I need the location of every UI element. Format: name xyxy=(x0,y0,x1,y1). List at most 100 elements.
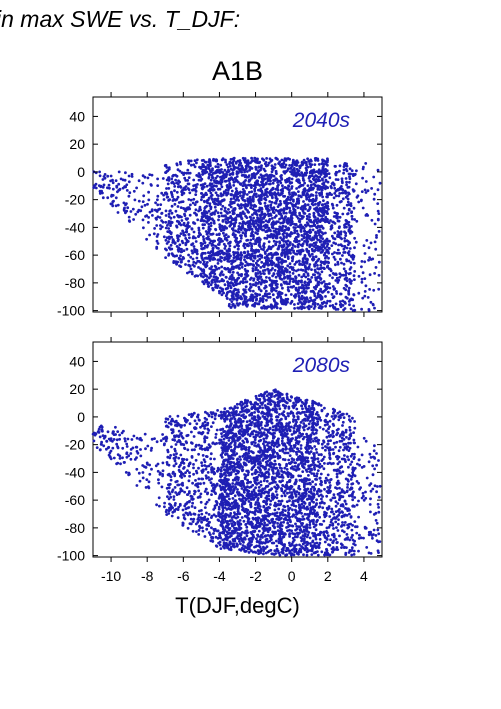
data-point xyxy=(280,302,284,306)
data-point xyxy=(187,253,191,257)
data-point xyxy=(361,271,365,275)
data-point xyxy=(159,203,163,207)
data-point xyxy=(275,240,278,244)
data-point xyxy=(263,281,266,284)
data-point xyxy=(167,212,171,216)
data-point xyxy=(316,224,320,228)
data-point xyxy=(243,242,247,246)
data-point xyxy=(193,264,196,268)
data-point xyxy=(205,184,209,188)
data-point xyxy=(268,182,271,186)
data-point xyxy=(186,506,190,510)
data-point xyxy=(117,182,121,186)
data-point xyxy=(155,217,158,221)
data-point xyxy=(231,168,235,172)
data-point xyxy=(130,438,134,441)
data-point xyxy=(167,252,171,256)
data-point xyxy=(209,539,213,543)
data-point xyxy=(324,178,328,182)
data-point xyxy=(156,203,160,207)
data-point xyxy=(305,197,309,201)
data-point xyxy=(226,286,230,290)
data-point xyxy=(110,194,113,198)
data-point xyxy=(286,187,290,191)
data-point xyxy=(201,162,205,166)
data-point xyxy=(343,163,346,166)
data-point xyxy=(291,280,295,283)
data-point xyxy=(198,431,201,435)
data-point xyxy=(176,195,180,199)
data-point xyxy=(168,198,172,202)
data-point xyxy=(236,293,240,297)
data-point xyxy=(211,421,215,425)
data-point xyxy=(310,276,314,279)
data-point xyxy=(268,157,272,161)
data-point xyxy=(344,302,347,305)
data-point xyxy=(199,482,202,486)
data-point xyxy=(227,177,231,181)
data-point xyxy=(178,214,182,218)
data-point xyxy=(289,167,292,170)
data-point xyxy=(177,456,181,460)
data-point xyxy=(244,285,248,289)
data-point xyxy=(225,297,229,300)
data-point xyxy=(106,430,110,434)
data-point xyxy=(167,167,171,171)
data-point xyxy=(312,298,316,302)
data-point xyxy=(279,277,282,281)
data-point xyxy=(270,221,274,225)
data-point xyxy=(195,256,199,260)
data-point xyxy=(344,167,348,171)
data-point xyxy=(326,205,330,209)
data-point xyxy=(311,228,315,232)
data-point xyxy=(229,197,233,201)
data-point xyxy=(277,246,281,249)
data-point xyxy=(303,203,307,207)
data-point xyxy=(256,229,260,233)
data-point xyxy=(280,164,284,168)
data-point xyxy=(239,228,243,232)
data-point xyxy=(352,293,356,297)
data-point xyxy=(361,167,365,171)
data-point xyxy=(240,217,244,221)
data-point xyxy=(98,190,102,194)
data-point xyxy=(220,251,224,255)
data-point xyxy=(276,274,280,277)
data-point xyxy=(302,227,306,230)
data-point xyxy=(103,173,107,176)
data-point xyxy=(173,474,177,478)
data-point xyxy=(218,258,222,261)
data-point xyxy=(95,446,99,449)
data-point xyxy=(219,163,223,167)
data-point xyxy=(195,252,199,256)
data-point xyxy=(228,160,232,164)
data-point xyxy=(247,179,251,183)
data-point xyxy=(247,448,251,452)
data-point xyxy=(270,217,274,220)
data-point xyxy=(209,457,213,461)
data-point xyxy=(346,186,350,189)
data-point xyxy=(169,209,172,213)
data-point xyxy=(180,258,184,261)
data-point xyxy=(161,177,165,180)
data-point xyxy=(269,212,272,216)
data-point xyxy=(210,253,214,257)
data-point xyxy=(333,306,337,309)
data-point xyxy=(313,170,316,174)
scenario-title: A1B xyxy=(211,56,264,86)
data-point xyxy=(191,257,195,261)
data-point xyxy=(279,297,283,300)
data-point xyxy=(176,205,180,208)
data-point xyxy=(275,157,279,161)
data-point xyxy=(240,253,244,257)
data-point xyxy=(235,189,239,193)
data-point xyxy=(192,221,196,225)
data-point xyxy=(344,288,348,292)
data-point xyxy=(285,157,289,161)
data-point xyxy=(352,274,356,278)
data-point xyxy=(268,278,272,282)
data-point xyxy=(212,184,216,188)
data-point xyxy=(161,474,165,478)
data-point xyxy=(167,215,171,219)
data-point xyxy=(308,278,312,282)
